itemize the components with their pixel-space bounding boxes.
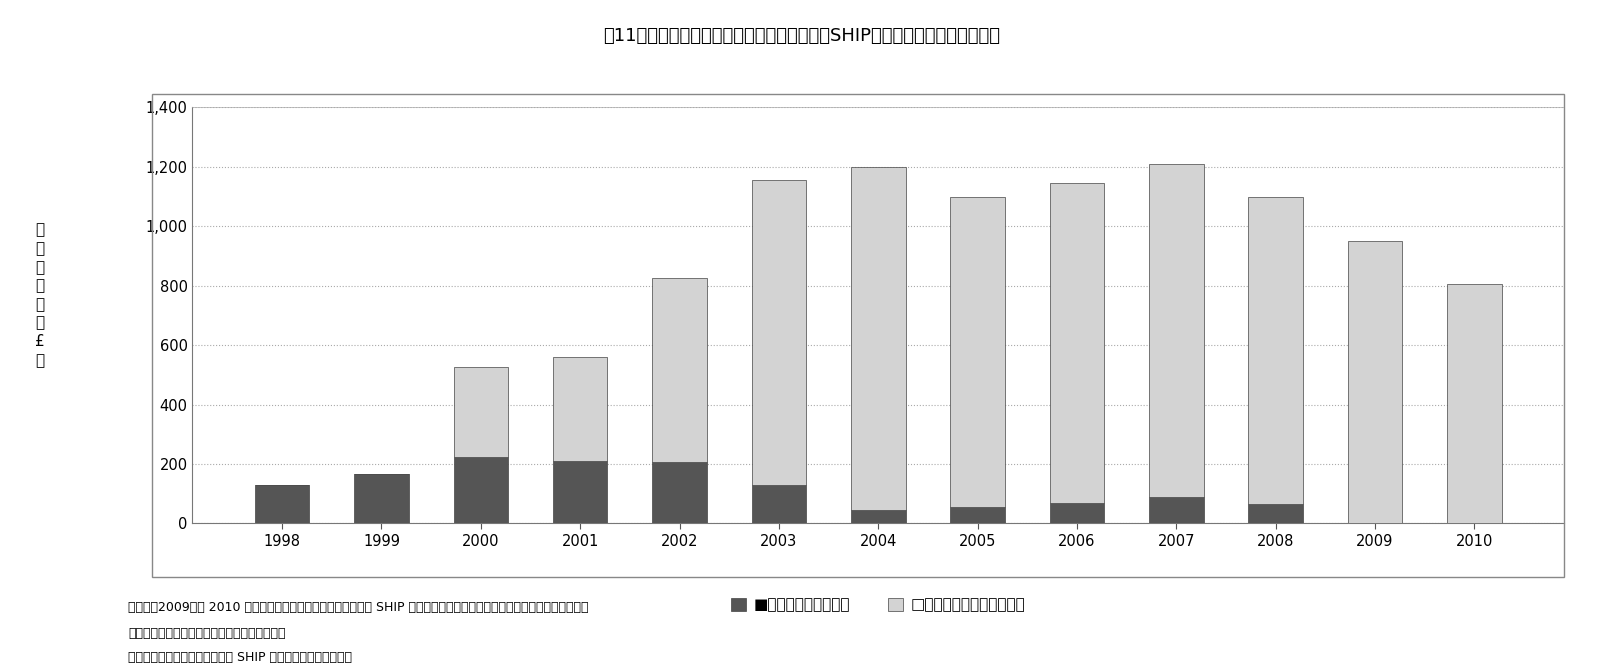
Bar [1248, 504, 1302, 523]
Text: 図11　エクイティ・リリース融資額の推移（SHIP加盟各社、金融危機前後）: 図11 エクイティ・リリース融資額の推移（SHIP加盟各社、金融危機前後） [603, 27, 1001, 45]
Bar [553, 461, 608, 523]
Bar [950, 507, 1004, 523]
Bar [454, 456, 508, 523]
Bar [752, 484, 807, 523]
Bar [950, 197, 1004, 507]
Bar [255, 484, 310, 523]
Bar [553, 357, 608, 461]
Bar [1049, 183, 1104, 503]
Bar [1148, 164, 1203, 497]
Text: （注）　2009年と 2010 年のホーム・リバージョンのデータは SHIP 情報では不明。同商品を取り扱う会員が減ったため、: （注） 2009年と 2010 年のホーム・リバージョンのデータは SHIP 情… [128, 601, 589, 613]
Bar [1248, 197, 1302, 504]
Bar [354, 474, 409, 523]
Bar [1148, 497, 1203, 523]
Bar [1447, 285, 1501, 523]
Legend: ■ホームリバージョン, □ライフタイムモーゲージ: ■ホームリバージョン, □ライフタイムモーゲージ [730, 598, 1027, 613]
Bar [653, 462, 707, 523]
Bar [850, 510, 906, 523]
Bar [653, 278, 707, 462]
Bar [1049, 503, 1104, 523]
Text: 融
資
額
（
百
万
£
）: 融 資 額 （ 百 万 £ ） [35, 223, 45, 368]
Text: （資料）山国土交通省資料及び SHIP 関連資料に基づき作成。: （資料）山国土交通省資料及び SHIP 関連資料に基づき作成。 [128, 651, 353, 664]
Bar [454, 368, 508, 456]
Text: データ収集を止めたものと判断される。: データ収集を止めたものと判断される。 [128, 627, 286, 640]
Bar [752, 180, 807, 484]
Bar [1347, 241, 1402, 523]
Bar [850, 167, 906, 510]
